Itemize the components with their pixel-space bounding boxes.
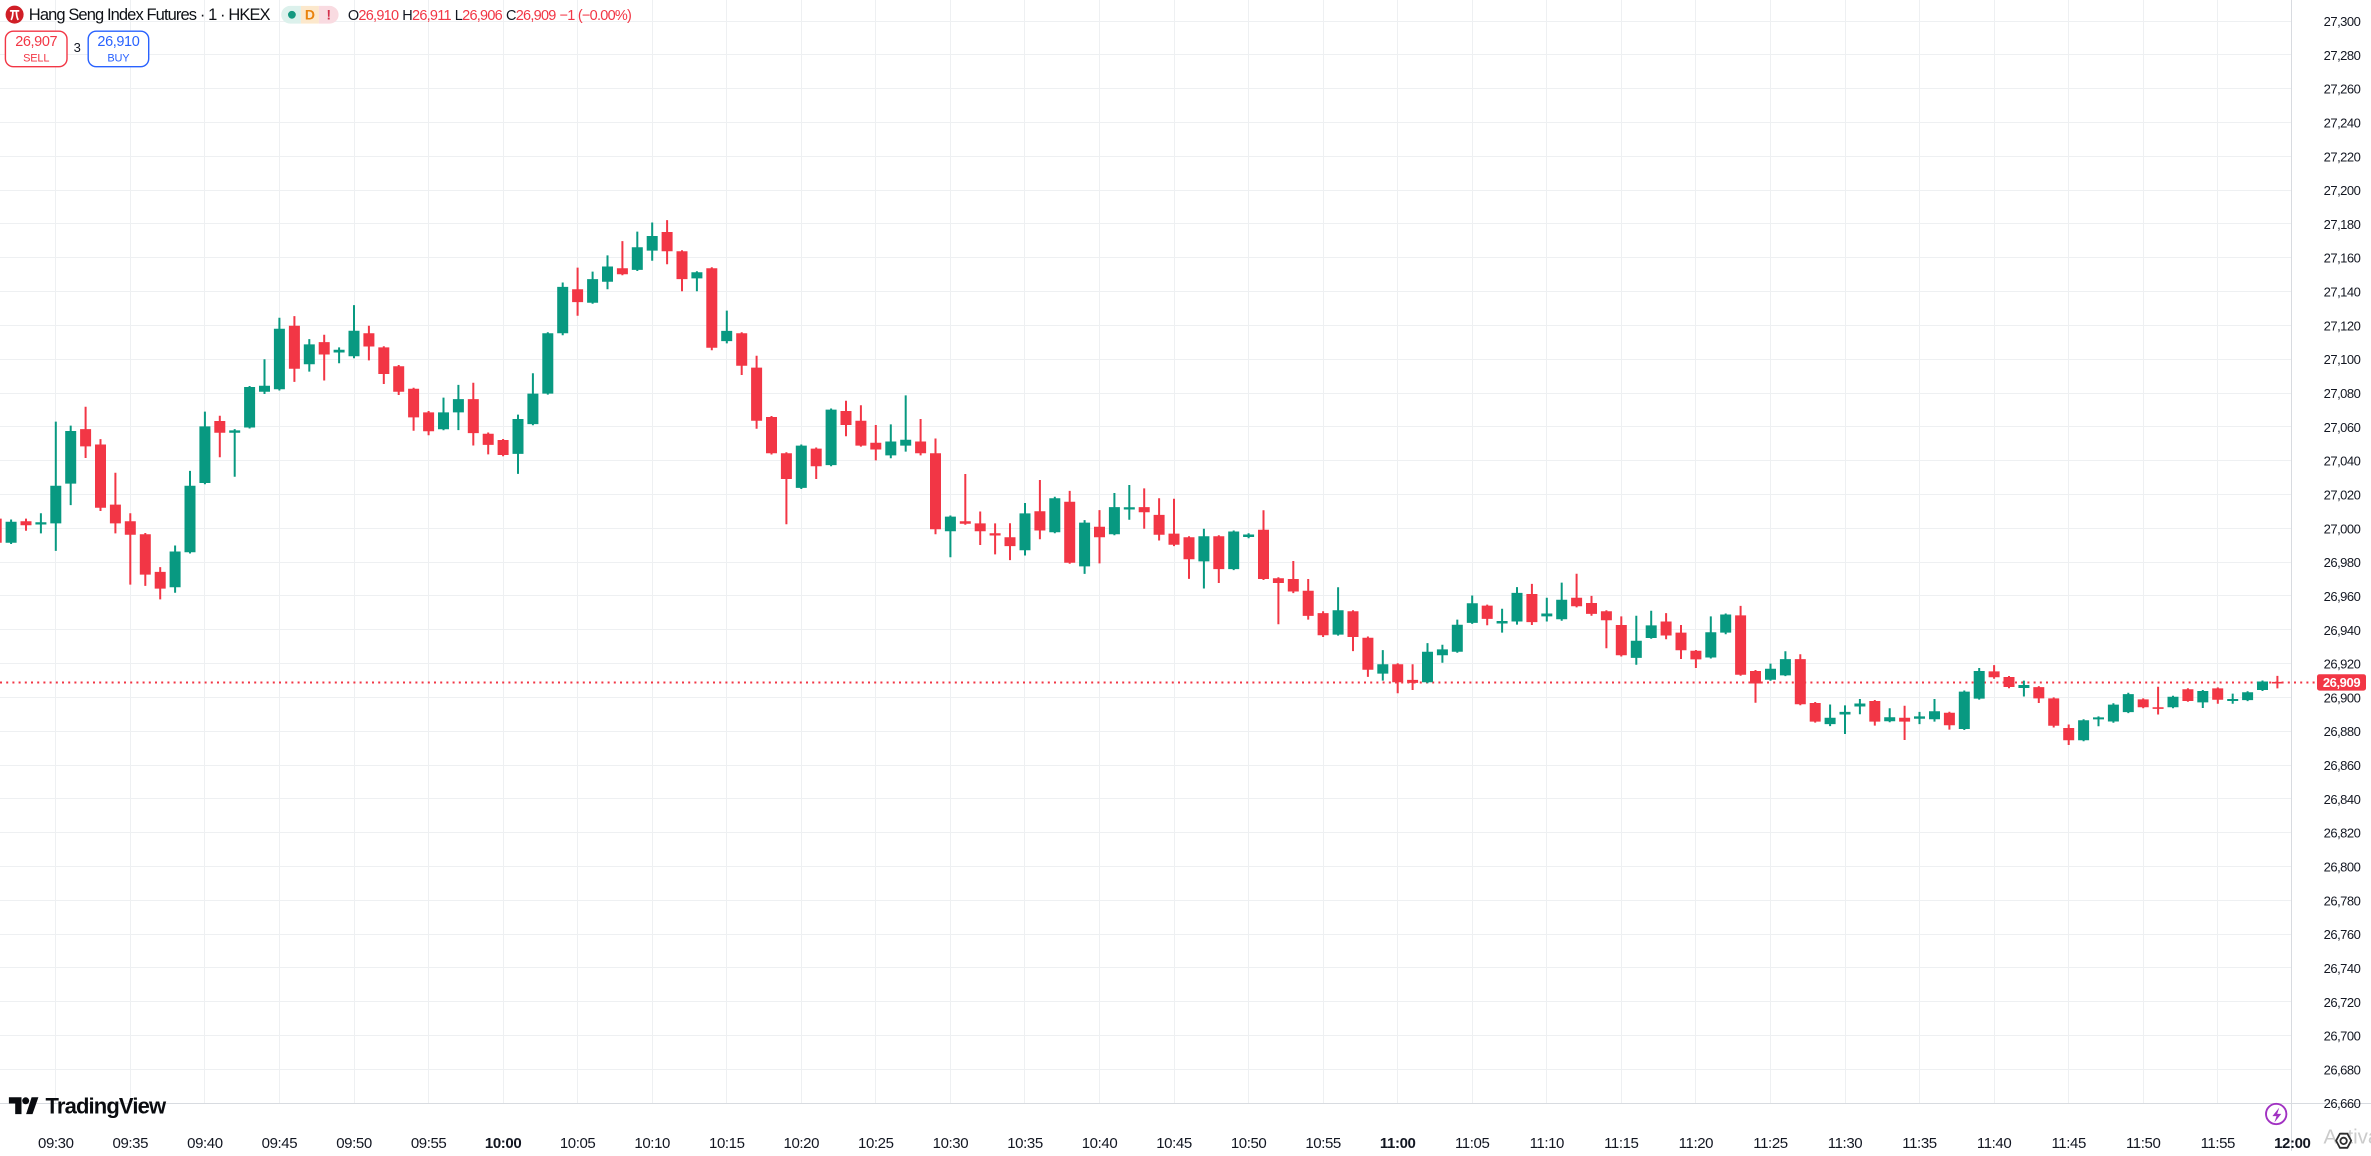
svg-text:27,200: 27,200 [2324, 183, 2361, 198]
svg-text:26,900: 26,900 [2324, 690, 2361, 705]
svg-text:27,140: 27,140 [2324, 285, 2361, 300]
svg-text:26,820: 26,820 [2324, 826, 2361, 841]
svg-text:27,080: 27,080 [2324, 386, 2361, 401]
svg-text:D: D [305, 7, 315, 23]
svg-text:10:55: 10:55 [1305, 1135, 1341, 1151]
svg-text:10:35: 10:35 [1007, 1135, 1043, 1151]
svg-text:26,960: 26,960 [2324, 589, 2361, 604]
svg-text:26,907: 26,907 [15, 34, 57, 50]
svg-text:26,940: 26,940 [2324, 623, 2361, 638]
svg-text:10:25: 10:25 [858, 1135, 894, 1151]
svg-text:Hang Seng Index Futures · 1 ·: Hang Seng Index Futures · 1 · HKEX [29, 6, 271, 24]
svg-text:10:05: 10:05 [560, 1135, 596, 1151]
svg-text:09:30: 09:30 [38, 1135, 74, 1151]
svg-text:TradingView: TradingView [46, 1094, 167, 1119]
svg-text:11:15: 11:15 [1604, 1135, 1638, 1151]
svg-text:26,909: 26,909 [2323, 675, 2361, 690]
svg-text:11:35: 11:35 [1902, 1135, 1936, 1151]
svg-text:SELL: SELL [23, 53, 49, 65]
svg-text:10:45: 10:45 [1156, 1135, 1192, 1151]
svg-text:12:00: 12:00 [2274, 1135, 2310, 1151]
svg-text:!: ! [327, 8, 332, 23]
svg-text:10:00: 10:00 [485, 1135, 521, 1151]
svg-text:11:20: 11:20 [1679, 1135, 1713, 1151]
svg-text:11:10: 11:10 [1530, 1135, 1564, 1151]
svg-text:26,700: 26,700 [2324, 1029, 2361, 1044]
svg-text:27,040: 27,040 [2324, 454, 2361, 469]
svg-text:27,240: 27,240 [2324, 116, 2361, 131]
svg-text:26,760: 26,760 [2324, 927, 2361, 942]
svg-text:26,660: 26,660 [2324, 1096, 2361, 1111]
svg-text:27,120: 27,120 [2324, 318, 2361, 333]
svg-text:27,260: 27,260 [2324, 82, 2361, 97]
svg-text:11:25: 11:25 [1753, 1135, 1787, 1151]
svg-text:11:50: 11:50 [2126, 1135, 2160, 1151]
svg-text:27,220: 27,220 [2324, 149, 2361, 164]
svg-text:11:05: 11:05 [1455, 1135, 1489, 1151]
svg-text:26,860: 26,860 [2324, 758, 2361, 773]
svg-text:26,920: 26,920 [2324, 657, 2361, 672]
svg-text:10:50: 10:50 [1231, 1135, 1267, 1151]
svg-text:11:55: 11:55 [2201, 1135, 2235, 1151]
svg-text:27,000: 27,000 [2324, 521, 2361, 536]
svg-text:11:30: 11:30 [1828, 1135, 1862, 1151]
svg-text:27,060: 27,060 [2324, 420, 2361, 435]
svg-text:10:20: 10:20 [784, 1135, 820, 1151]
svg-text:26,680: 26,680 [2324, 1062, 2361, 1077]
svg-text:27,180: 27,180 [2324, 217, 2361, 232]
svg-text:11:00: 11:00 [1380, 1135, 1416, 1151]
svg-text:11:40: 11:40 [1977, 1135, 2011, 1151]
svg-text:10:30: 10:30 [933, 1135, 969, 1151]
svg-text:27,280: 27,280 [2324, 48, 2361, 63]
svg-text:26,910: 26,910 [97, 34, 139, 50]
svg-text:3: 3 [74, 40, 81, 55]
svg-text:26,880: 26,880 [2324, 724, 2361, 739]
svg-text:09:50: 09:50 [336, 1135, 372, 1151]
svg-text:26,720: 26,720 [2324, 995, 2361, 1010]
svg-text:27,020: 27,020 [2324, 488, 2361, 503]
svg-text:10:40: 10:40 [1082, 1135, 1118, 1151]
svg-text:26,780: 26,780 [2324, 893, 2361, 908]
svg-text:27,100: 27,100 [2324, 352, 2361, 367]
svg-text:27,300: 27,300 [2324, 14, 2361, 29]
svg-text:09:45: 09:45 [262, 1135, 298, 1151]
svg-text:26,740: 26,740 [2324, 961, 2361, 976]
svg-text:26,800: 26,800 [2324, 860, 2361, 875]
svg-text:26,840: 26,840 [2324, 792, 2361, 807]
svg-text:09:55: 09:55 [411, 1135, 447, 1151]
svg-text:10:15: 10:15 [709, 1135, 745, 1151]
svg-text:09:40: 09:40 [187, 1135, 223, 1151]
svg-text:11:45: 11:45 [2051, 1135, 2085, 1151]
svg-text:10:10: 10:10 [634, 1135, 670, 1151]
svg-text:BUY: BUY [107, 53, 130, 65]
svg-text:26,980: 26,980 [2324, 555, 2361, 570]
svg-text:27,160: 27,160 [2324, 251, 2361, 266]
svg-text:09:35: 09:35 [113, 1135, 149, 1151]
